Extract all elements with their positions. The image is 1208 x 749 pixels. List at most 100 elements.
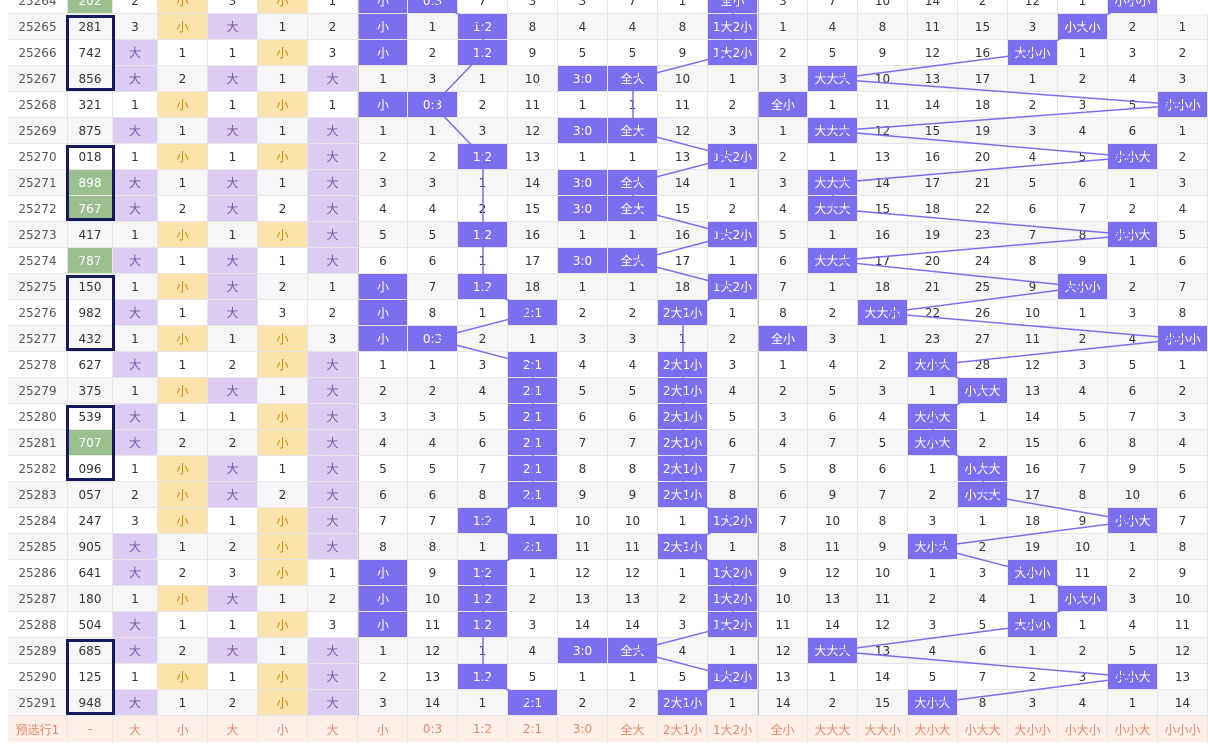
preselect-cell[interactable]: 大大大 (808, 716, 858, 742)
trend-cell: 6 (408, 482, 458, 508)
trend-cell: 3 (1008, 690, 1058, 716)
trend-cell: 4 (1058, 690, 1108, 716)
preselect-row[interactable]: 预选行1- 大小大小大小 0:3 1:2 2:1 3:0 全大 2大1小 1大2小 全小 大大大 大大… (8, 716, 1208, 742)
trend-cell: 6 (1108, 118, 1158, 144)
preselect-cell[interactable]: 大小大 (908, 716, 958, 742)
trend-cell: 大小大 (908, 534, 958, 560)
trend-cell: 8 (408, 534, 458, 560)
trend-cell: 全大 (608, 248, 658, 274)
trend-cell: 3 (708, 352, 758, 378)
preselect-cell[interactable]: 全小 (758, 716, 808, 742)
trend-cell: 7 (1058, 196, 1108, 222)
trend-cell: 9 (1108, 456, 1158, 482)
preselect-cell[interactable]: 小 (258, 716, 308, 742)
preselect-cell[interactable]: 小大大 (958, 716, 1008, 742)
trend-cell: 1:2 (458, 586, 508, 612)
preselect-cell[interactable]: 3:0 (558, 716, 608, 742)
table-row: 25273 417 1 小 1 小大 5 5 1:2 16 1 1 16 1大2小 5 1 16 19 23 7 8 小小… (8, 222, 1208, 248)
trend-cell: 6 (958, 638, 1008, 664)
table-row: 25269 875 大 1 大 1 大 1 1 3 12 3:0 全大 12 3 1 大大大 12 15 19 3 4 6 1 (8, 118, 1208, 144)
preselect-cell[interactable]: 小 (158, 716, 208, 742)
trend-cell: 10 (1008, 300, 1058, 326)
trend-cell: 1:2 (458, 274, 508, 300)
trend-cell: 11 (758, 612, 808, 638)
trend-cell: 18 (508, 274, 558, 300)
preselect-cell[interactable]: 大 (308, 716, 358, 742)
preselect-cell[interactable]: 大小小 (1008, 716, 1058, 742)
trend-cell: 3 (408, 66, 458, 92)
trend-cell: 小 (258, 690, 308, 716)
preselect-cell[interactable]: - (68, 716, 113, 742)
trend-cell: 2 (1158, 378, 1208, 404)
trend-cell: 4 (658, 638, 708, 664)
trend-cell: 1 (208, 222, 258, 248)
trend-cell: 3 (908, 508, 958, 534)
draw-number-cell: 787 (68, 248, 113, 274)
trend-cell: 10 (758, 586, 808, 612)
trend-cell: 大 (208, 14, 258, 40)
preselect-cell[interactable]: 大 (208, 716, 258, 742)
trend-cell: 小小小 (1158, 326, 1208, 352)
preselect-cell[interactable]: 小大小 (1058, 716, 1108, 742)
trend-cell: 5 (408, 456, 458, 482)
preselect-cell[interactable]: 全大 (608, 716, 658, 742)
trend-cell: 6 (858, 456, 908, 482)
preselect-cell[interactable]: 大大小 (858, 716, 908, 742)
trend-cell: 1 (808, 274, 858, 300)
trend-cell: 19 (1008, 534, 1058, 560)
trend-cell: 0:3 (408, 326, 458, 352)
trend-cell: 2:1 (508, 352, 558, 378)
trend-cell: 全大 (608, 66, 658, 92)
preselect-cell[interactable]: 大 (113, 716, 158, 742)
preselect-cell[interactable]: 小小大 (1108, 716, 1158, 742)
trend-cell: 1 (458, 248, 508, 274)
table-row: 25289 685 大 2 大 1 大 1 12 1 4 3:0 全大 4 1 12 大大大 13 4 6 1 2 5 12 (8, 638, 1208, 664)
trend-cell: 小 (258, 222, 308, 248)
trend-cell: 2 (658, 586, 708, 612)
trend-cell: 2 (558, 690, 608, 716)
trend-cell: 8 (1058, 482, 1108, 508)
trend-cell: 13 (808, 586, 858, 612)
trend-cell: 1 (358, 118, 408, 144)
preselect-cell[interactable]: 2大1小 (658, 716, 708, 742)
trend-cell: 6 (408, 248, 458, 274)
issue-cell: 25282 (8, 456, 68, 482)
trend-cell: 1 (908, 560, 958, 586)
trend-cell: 1大2小 (708, 612, 758, 638)
preselect-cell[interactable]: 1:2 (458, 716, 508, 742)
trend-cell: 7 (808, 0, 858, 14)
preselect-cell[interactable]: 1大2小 (708, 716, 758, 742)
trend-cell: 6 (1058, 170, 1108, 196)
trend-cell: 17 (958, 66, 1008, 92)
preselect-cell[interactable]: 小 (358, 716, 408, 742)
trend-cell: 12 (908, 40, 958, 66)
trend-cell: 2 (258, 196, 308, 222)
trend-cell: 3 (708, 118, 758, 144)
trend-cell: 2 (208, 534, 258, 560)
trend-cell: 1 (708, 300, 758, 326)
trend-cell: 1 (1108, 534, 1158, 560)
trend-cell: 10 (858, 0, 908, 14)
trend-cell: 大 (308, 222, 358, 248)
trend-cell: 大 (208, 118, 258, 144)
trend-cell: 1 (208, 144, 258, 170)
preselect-cell[interactable]: 0:3 (408, 716, 458, 742)
table-row: 25264 202 2 小 3 小 1 小 0:3 7 3 3 7 1 全小 3 7 10 14 2 12 1 小小小 (8, 0, 1208, 14)
trend-cell: 1 (858, 326, 908, 352)
trend-cell: 1 (458, 300, 508, 326)
trend-cell: 5 (958, 612, 1008, 638)
trend-cell: 大 (113, 560, 158, 586)
trend-cell: 13 (858, 638, 908, 664)
trend-cell: 1 (358, 638, 408, 664)
trend-cell: 16 (658, 222, 708, 248)
preselect-cell[interactable]: 小小小 (1158, 716, 1208, 742)
trend-cell: 1 (908, 378, 958, 404)
trend-cell: 3 (608, 326, 658, 352)
trend-cell: 3 (1158, 170, 1208, 196)
trend-cell: 1 (508, 508, 558, 534)
table-row: 25290 125 1 小 1 小大 2 13 1:2 5 1 1 5 1大2小 13 1 14 5 7 2 3 小小大 1… (8, 664, 1208, 690)
trend-cell: 4 (508, 638, 558, 664)
trend-cell: 22 (908, 300, 958, 326)
trend-cell: 2 (808, 300, 858, 326)
preselect-cell[interactable]: 2:1 (508, 716, 558, 742)
